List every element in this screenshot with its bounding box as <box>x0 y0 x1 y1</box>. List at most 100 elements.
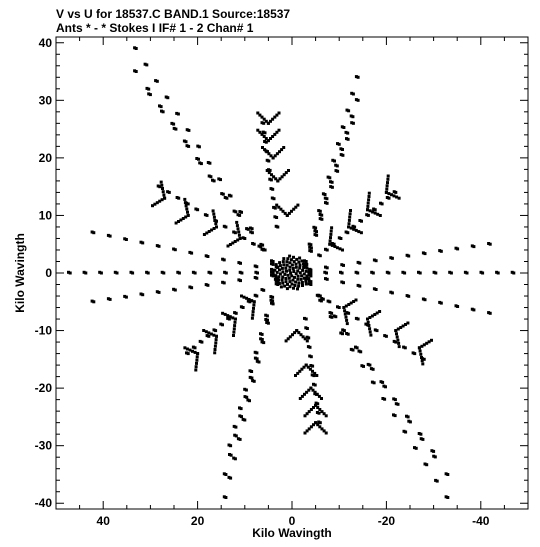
uv-point <box>155 290 159 294</box>
uv-point <box>292 255 295 259</box>
uv-point <box>356 98 360 102</box>
uv-point <box>354 98 358 102</box>
uv-point <box>325 266 329 270</box>
uv-point <box>325 277 329 281</box>
uv-point <box>470 244 474 248</box>
uv-point <box>285 213 289 217</box>
uv-point <box>224 225 228 229</box>
uv-point <box>345 108 349 112</box>
uv-point <box>196 352 200 356</box>
uv-point <box>355 346 359 350</box>
uv-point <box>341 328 345 332</box>
uv-point <box>401 270 405 274</box>
uv-point <box>90 299 94 303</box>
uv-point <box>243 387 247 391</box>
uv-point <box>291 333 294 337</box>
uv-point <box>421 297 425 301</box>
uv-point <box>251 313 255 317</box>
uv-point <box>252 379 256 383</box>
uv-point <box>313 383 317 387</box>
uv-point <box>326 175 330 179</box>
uv-point <box>221 257 225 261</box>
uv-point <box>234 425 238 429</box>
uv-point <box>393 398 397 402</box>
uv-point <box>141 293 145 297</box>
uv-point <box>207 270 211 274</box>
uv-point <box>495 270 499 274</box>
uv-point <box>417 432 421 435</box>
uv-point <box>284 280 288 284</box>
uv-point <box>305 327 309 330</box>
uv-point <box>308 245 312 249</box>
uv-point <box>303 392 306 396</box>
uv-point <box>328 300 332 304</box>
uv-point <box>304 363 308 367</box>
uv-point <box>347 303 351 306</box>
uv-point <box>206 283 210 287</box>
uv-point <box>214 329 218 333</box>
uv-point <box>364 322 368 326</box>
uv-point <box>304 279 308 283</box>
x-axis-label: Kilo Wavingth <box>252 526 332 540</box>
plot-title-line-1: V vs U for 18537.C BAND.1 Source:18537 <box>56 7 290 21</box>
uv-point <box>322 429 326 433</box>
uv-point <box>205 334 209 338</box>
uv-point <box>280 175 284 179</box>
uv-point <box>270 173 273 177</box>
uv-point <box>305 335 309 339</box>
uv-point <box>139 292 143 296</box>
uv-point <box>353 225 357 229</box>
uv-point <box>342 329 346 333</box>
uv-point <box>255 265 259 269</box>
uv-point <box>274 282 278 286</box>
uv-point <box>346 231 350 235</box>
uv-point <box>297 281 301 285</box>
uv-point <box>232 456 236 460</box>
uv-point <box>402 429 406 433</box>
uv-point <box>335 246 339 250</box>
uv-point <box>401 324 405 328</box>
uv-point <box>185 347 189 351</box>
uv-point <box>317 394 321 398</box>
uv-point <box>298 266 302 270</box>
uv-point <box>224 496 228 499</box>
uv-point <box>392 194 396 198</box>
uv-point <box>463 270 467 274</box>
uv-point <box>323 270 327 274</box>
uv-point <box>240 210 243 214</box>
uv-point <box>248 226 252 230</box>
uv-point <box>251 242 255 245</box>
uv-point <box>354 345 357 349</box>
uv-point <box>342 263 345 267</box>
uv-point <box>223 196 227 199</box>
uv-point <box>154 79 158 83</box>
uv-point <box>200 340 204 344</box>
uv-point <box>222 472 226 476</box>
uv-point <box>239 279 242 283</box>
uv-point <box>277 278 281 282</box>
uv-point <box>358 261 362 265</box>
uv-point <box>286 282 289 286</box>
uv-point <box>186 202 190 206</box>
uv-point <box>313 229 317 233</box>
uv-point <box>266 139 270 143</box>
uv-point <box>269 187 273 191</box>
uv-point <box>255 294 259 298</box>
uv-point <box>145 270 149 274</box>
uv-point <box>510 270 514 274</box>
uv-point <box>296 287 299 291</box>
uv-point <box>314 226 318 230</box>
uv-point <box>309 246 313 250</box>
uv-point <box>253 293 257 297</box>
uv-point <box>281 281 285 285</box>
uv-point <box>472 308 476 312</box>
uv-point <box>307 388 311 392</box>
uv-point <box>199 162 203 166</box>
uv-point <box>439 301 443 305</box>
uv-point <box>212 212 216 216</box>
uv-point <box>346 131 350 135</box>
uv-point <box>273 154 277 158</box>
uv-point <box>449 271 453 275</box>
uv-point <box>481 271 485 275</box>
uv-point <box>512 271 516 275</box>
